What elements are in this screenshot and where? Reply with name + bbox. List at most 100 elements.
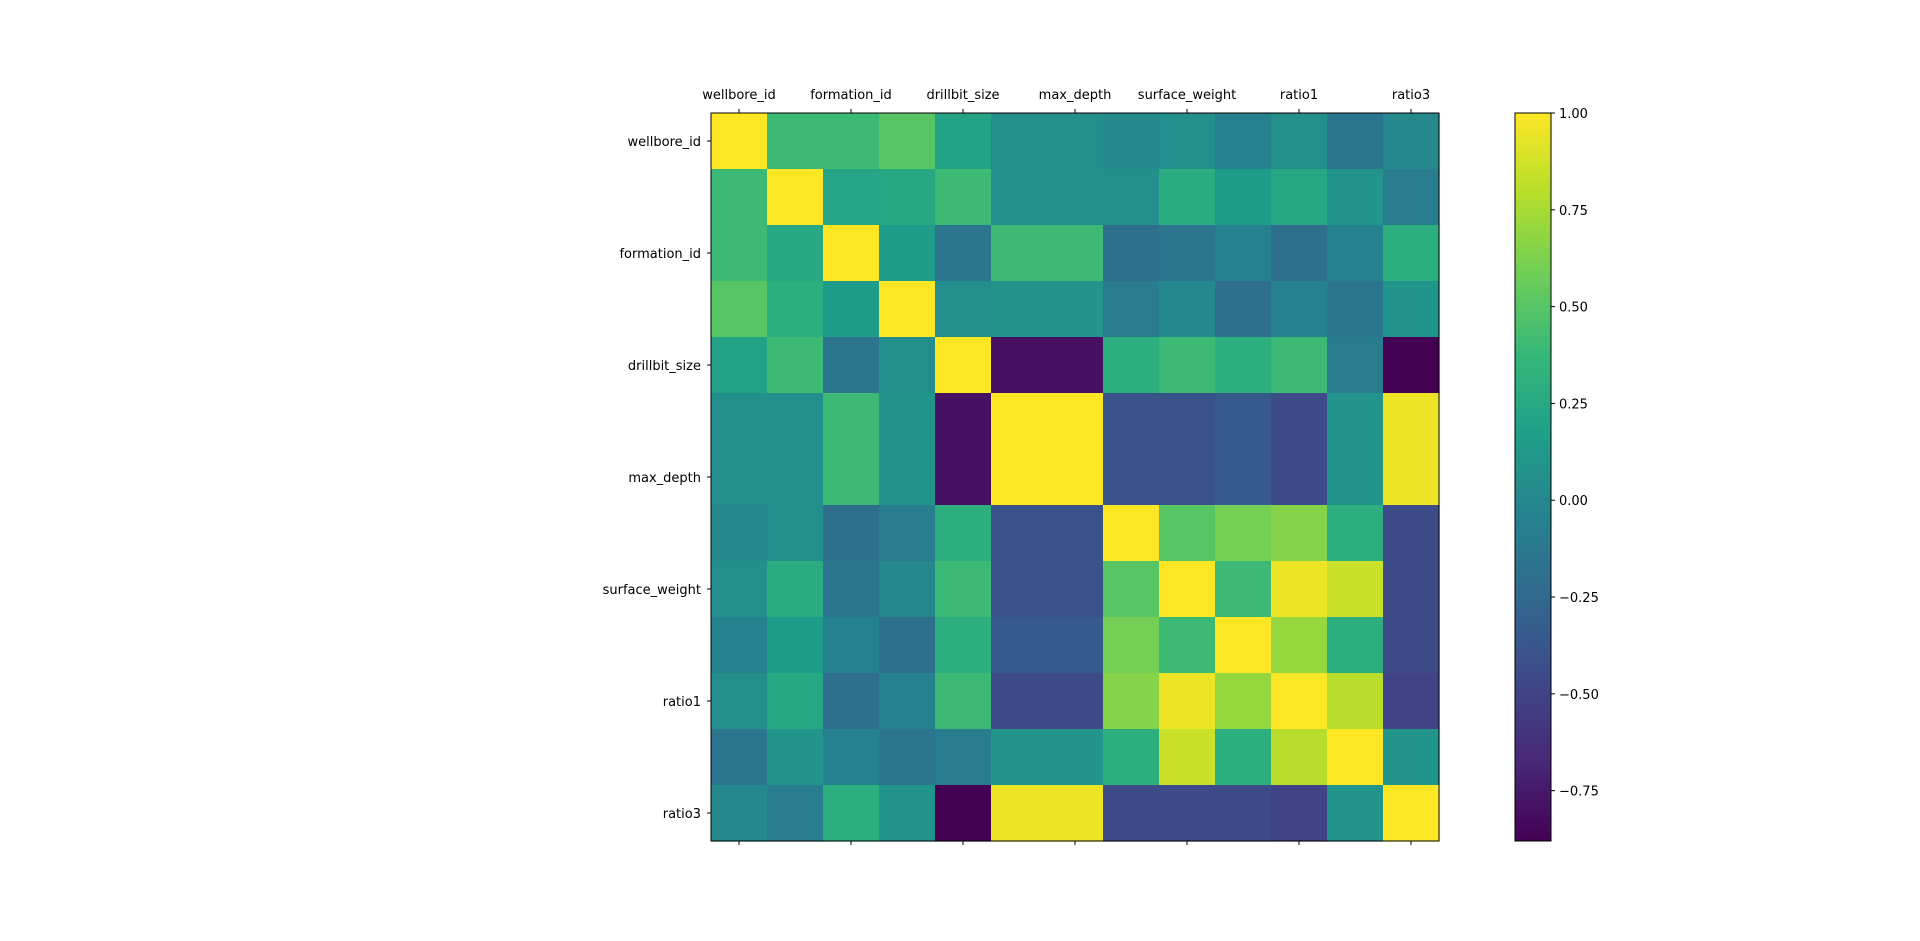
heatmap-cell-r0-c9 bbox=[1215, 113, 1272, 170]
heatmap-cell-r12-c6 bbox=[1047, 785, 1104, 842]
heatmap-cell-r6-c12 bbox=[1383, 449, 1440, 506]
heatmap-cell-r7-c8 bbox=[1159, 505, 1216, 562]
heatmap-cell-r6-c2 bbox=[823, 449, 880, 506]
heatmap-cell-r0-c3 bbox=[879, 113, 936, 170]
heatmap-cell-r7-c6 bbox=[1047, 505, 1104, 562]
y-tick-label: formation_id bbox=[619, 247, 701, 262]
heatmap-cell-r2-c10 bbox=[1271, 225, 1328, 282]
heatmap-cell-r2-c5 bbox=[991, 225, 1048, 282]
heatmap-cell-r9-c12 bbox=[1383, 617, 1440, 674]
heatmap-cell-r12-c10 bbox=[1271, 785, 1328, 842]
heatmap-cell-r0-c7 bbox=[1103, 113, 1160, 170]
y-tick-label: max_depth bbox=[628, 471, 701, 486]
heatmap-cell-r3-c8 bbox=[1159, 281, 1216, 338]
heatmap-cell-r8-c9 bbox=[1215, 561, 1272, 618]
y-tick-label: surface_weight bbox=[603, 583, 701, 598]
heatmap-cell-r1-c11 bbox=[1327, 169, 1384, 226]
colorbar-tick-label: −0.25 bbox=[1559, 591, 1599, 606]
heatmap-cell-r6-c0 bbox=[711, 449, 768, 506]
heatmap-cell-r9-c5 bbox=[991, 617, 1048, 674]
heatmap-cell-r10-c4 bbox=[935, 673, 992, 730]
heatmap-cell-r5-c7 bbox=[1103, 393, 1160, 450]
heatmap-cell-r7-c12 bbox=[1383, 505, 1440, 562]
heatmap-cell-r8-c12 bbox=[1383, 561, 1440, 618]
heatmap-cell-r12-c11 bbox=[1327, 785, 1384, 842]
heatmap-cell-r8-c8 bbox=[1159, 561, 1216, 618]
heatmap-cell-r10-c2 bbox=[823, 673, 880, 730]
heatmap-cell-r8-c2 bbox=[823, 561, 880, 618]
heatmap-cell-r11-c8 bbox=[1159, 729, 1216, 786]
heatmap-cell-r11-c11 bbox=[1327, 729, 1384, 786]
heatmap-cell-r9-c6 bbox=[1047, 617, 1104, 674]
heatmap-cell-r12-c3 bbox=[879, 785, 936, 842]
heatmap-cell-r0-c1 bbox=[767, 113, 824, 170]
y-axis-ticks: wellbore_id formation_id drillbit_size max_… bbox=[603, 135, 711, 822]
heatmap-cell-r4-c5 bbox=[991, 337, 1048, 394]
heatmap-cell-r0-c5 bbox=[991, 113, 1048, 170]
x-tick-label: drillbit_size bbox=[926, 88, 999, 103]
heatmap-cell-r5-c3 bbox=[879, 393, 936, 450]
heatmap-cell-r7-c1 bbox=[767, 505, 824, 562]
heatmap-cell-r7-c4 bbox=[935, 505, 992, 562]
heatmap-cell-r9-c3 bbox=[879, 617, 936, 674]
heatmap-cell-r6-c7 bbox=[1103, 449, 1160, 506]
y-tick-label: ratio3 bbox=[663, 807, 701, 822]
heatmap-cell-r5-c0 bbox=[711, 393, 768, 450]
heatmap-cell-r0-c4 bbox=[935, 113, 992, 170]
heatmap-cell-r9-c1 bbox=[767, 617, 824, 674]
heatmap-cell-r6-c6 bbox=[1047, 449, 1104, 506]
heatmap-cell-r5-c11 bbox=[1327, 393, 1384, 450]
colorbar-tick-label: 1.00 bbox=[1559, 107, 1588, 122]
heatmap-cell-r4-c2 bbox=[823, 337, 880, 394]
heatmap-cell-r1-c6 bbox=[1047, 169, 1104, 226]
heatmap-cell-r9-c4 bbox=[935, 617, 992, 674]
heatmap-cell-r2-c12 bbox=[1383, 225, 1440, 282]
heatmap-cells bbox=[711, 113, 1440, 842]
heatmap-cell-r2-c4 bbox=[935, 225, 992, 282]
heatmap-cell-r3-c11 bbox=[1327, 281, 1384, 338]
heatmap-cell-r12-c2 bbox=[823, 785, 880, 842]
x-tick-label: max_depth bbox=[1039, 88, 1112, 103]
heatmap-cell-r5-c4 bbox=[935, 393, 992, 450]
heatmap-cell-r0-c6 bbox=[1047, 113, 1104, 170]
heatmap-cell-r7-c7 bbox=[1103, 505, 1160, 562]
heatmap-cell-r10-c1 bbox=[767, 673, 824, 730]
heatmap-cell-r2-c1 bbox=[767, 225, 824, 282]
heatmap-cell-r8-c0 bbox=[711, 561, 768, 618]
heatmap-cell-r3-c2 bbox=[823, 281, 880, 338]
heatmap-cell-r1-c7 bbox=[1103, 169, 1160, 226]
heatmap-cell-r1-c9 bbox=[1215, 169, 1272, 226]
heatmap-cell-r1-c12 bbox=[1383, 169, 1440, 226]
heatmap-cell-r3-c3 bbox=[879, 281, 936, 338]
heatmap-cell-r10-c7 bbox=[1103, 673, 1160, 730]
colorbar-tick-label: 0.75 bbox=[1559, 204, 1588, 219]
heatmap-cell-r6-c9 bbox=[1215, 449, 1272, 506]
heatmap-cell-r5-c6 bbox=[1047, 393, 1104, 450]
heatmap-cell-r7-c2 bbox=[823, 505, 880, 562]
colorbar-ticks: 1.00 0.75 0.50 0.25 0.00 −0.25 −0.50 −0.75 bbox=[1551, 107, 1599, 800]
heatmap-cell-r7-c3 bbox=[879, 505, 936, 562]
heatmap-cell-r8-c7 bbox=[1103, 561, 1160, 618]
colorbar-tick-label: 0.00 bbox=[1559, 494, 1588, 509]
x-tick-label: surface_weight bbox=[1138, 88, 1236, 103]
heatmap-cell-r11-c0 bbox=[711, 729, 768, 786]
heatmap-cell-r9-c7 bbox=[1103, 617, 1160, 674]
heatmap-cell-r4-c7 bbox=[1103, 337, 1160, 394]
heatmap-cell-r12-c7 bbox=[1103, 785, 1160, 842]
heatmap-cell-r11-c12 bbox=[1383, 729, 1440, 786]
heatmap-cell-r10-c11 bbox=[1327, 673, 1384, 730]
heatmap-cell-r8-c10 bbox=[1271, 561, 1328, 618]
heatmap-cell-r4-c4 bbox=[935, 337, 992, 394]
heatmap-cell-r2-c7 bbox=[1103, 225, 1160, 282]
y-tick-label: ratio1 bbox=[663, 695, 701, 710]
colorbar-tick-label: −0.75 bbox=[1559, 785, 1599, 800]
heatmap-cell-r4-c6 bbox=[1047, 337, 1104, 394]
heatmap-cell-r4-c8 bbox=[1159, 337, 1216, 394]
heatmap-cell-r10-c10 bbox=[1271, 673, 1328, 730]
heatmap-cell-r3-c5 bbox=[991, 281, 1048, 338]
heatmap-cell-r9-c10 bbox=[1271, 617, 1328, 674]
heatmap-cell-r4-c10 bbox=[1271, 337, 1328, 394]
heatmap-cell-r5-c10 bbox=[1271, 393, 1328, 450]
heatmap-cell-r3-c6 bbox=[1047, 281, 1104, 338]
